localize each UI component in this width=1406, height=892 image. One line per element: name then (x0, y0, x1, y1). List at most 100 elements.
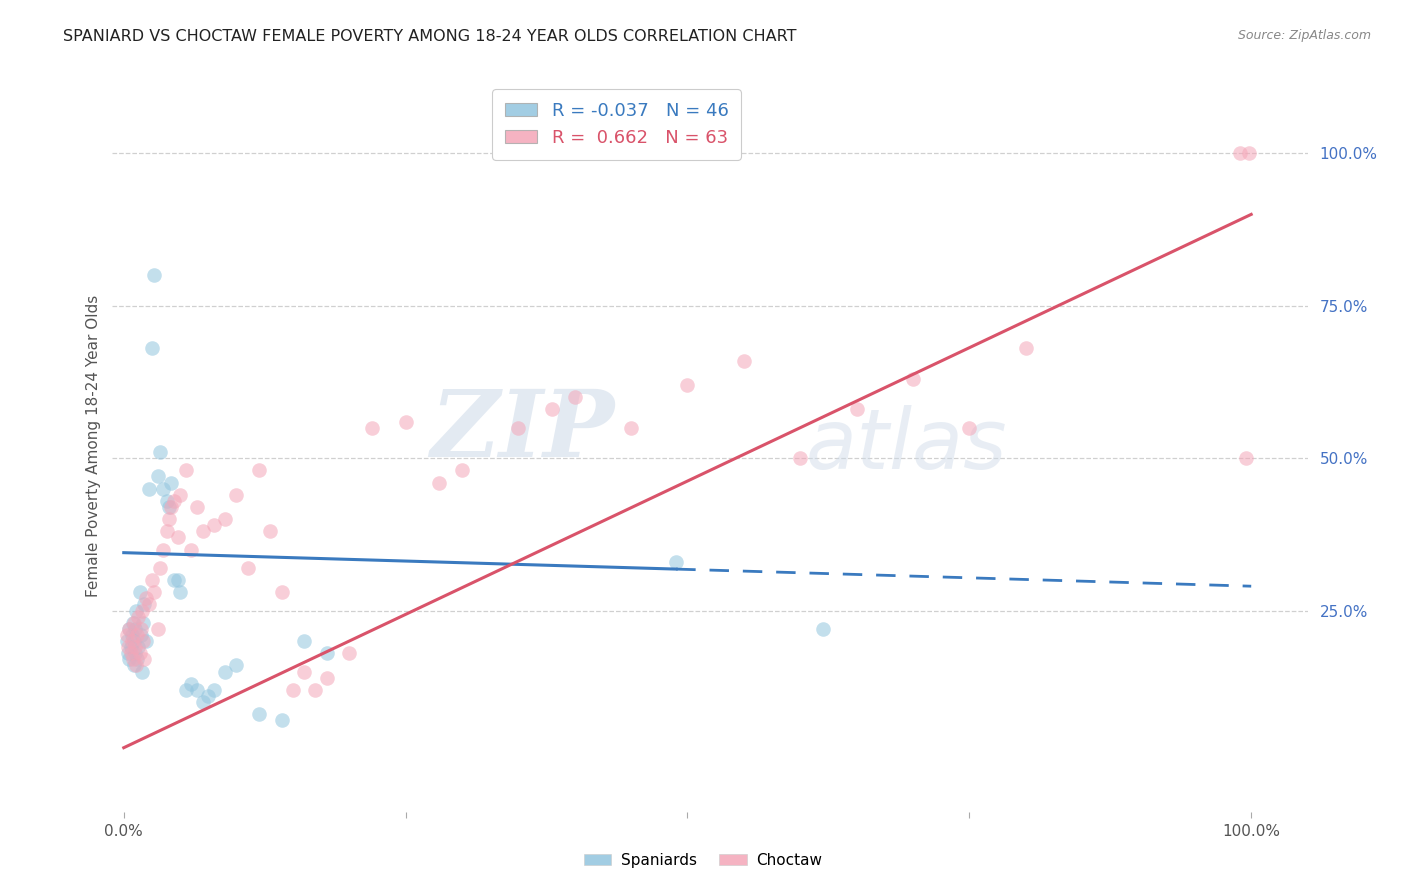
Point (118, 622, 141, 636)
Point (117, 640, 139, 655)
Point (163, 573, 186, 587)
Point (270, 585, 292, 599)
Point (247, 707, 270, 722)
Point (132, 634, 155, 648)
Text: Source: ZipAtlas.com: Source: ZipAtlas.com (1237, 29, 1371, 42)
Point (174, 682, 197, 697)
Point (121, 634, 143, 648)
Point (304, 682, 326, 697)
Point (169, 585, 191, 599)
Point (292, 665, 315, 679)
Point (138, 598, 160, 612)
Point (337, 646, 360, 660)
Point (118, 652, 141, 666)
Point (620, 421, 643, 435)
Point (167, 530, 190, 544)
Point (451, 463, 474, 477)
Point (214, 665, 236, 679)
Point (127, 628, 149, 642)
Point (225, 488, 247, 502)
Point (191, 695, 214, 709)
Point (124, 640, 146, 655)
Point (125, 658, 148, 673)
Point (259, 524, 281, 539)
Point (135, 591, 157, 606)
Point (122, 658, 145, 673)
Point (155, 494, 177, 508)
Point (132, 598, 155, 612)
Point (124, 622, 146, 636)
Point (127, 640, 149, 655)
Point (120, 640, 142, 655)
Point (174, 463, 197, 477)
Point (152, 542, 174, 557)
Point (127, 652, 149, 666)
Point (121, 615, 143, 630)
Point (665, 555, 688, 569)
Point (733, 353, 755, 368)
Point (122, 615, 145, 630)
Point (129, 622, 152, 636)
Point (811, 622, 834, 636)
Point (131, 604, 153, 618)
Point (214, 512, 236, 526)
Point (129, 628, 152, 642)
Point (141, 573, 163, 587)
Point (131, 665, 153, 679)
Point (146, 469, 169, 483)
Point (121, 652, 143, 666)
Point (143, 268, 166, 283)
Point (225, 658, 247, 673)
Point (149, 561, 172, 575)
Point (270, 714, 292, 728)
Point (789, 451, 811, 466)
Point (169, 488, 191, 502)
Point (121, 628, 143, 642)
Point (155, 524, 177, 539)
Point (160, 500, 183, 514)
Point (236, 561, 259, 575)
Point (1237, 146, 1260, 161)
Point (957, 421, 980, 435)
Point (141, 342, 163, 356)
Point (394, 415, 416, 429)
Point (429, 475, 451, 490)
Point (143, 585, 166, 599)
Point (845, 402, 868, 417)
Point (115, 628, 138, 642)
Point (564, 390, 586, 404)
Point (157, 512, 180, 526)
Point (1015, 342, 1038, 356)
Point (138, 482, 160, 496)
Point (281, 682, 304, 697)
Point (157, 500, 180, 514)
Point (541, 402, 564, 417)
Point (186, 682, 208, 697)
Point (128, 585, 150, 599)
Legend: Spaniards, Choctaw: Spaniards, Choctaw (578, 847, 828, 873)
Point (901, 372, 924, 386)
Point (124, 646, 146, 660)
Point (132, 652, 155, 666)
Point (292, 634, 315, 648)
Point (118, 622, 141, 636)
Y-axis label: Female Poverty Among 18-24 Year Olds: Female Poverty Among 18-24 Year Olds (86, 295, 101, 597)
Point (149, 445, 172, 459)
Point (180, 676, 202, 690)
Point (202, 682, 225, 697)
Legend: R = -0.037   N = 46, R =  0.662   N = 63: R = -0.037 N = 46, R = 0.662 N = 63 (492, 89, 741, 160)
Point (160, 475, 183, 490)
Point (163, 494, 186, 508)
Point (1229, 146, 1251, 161)
Text: ZIP: ZIP (430, 386, 614, 476)
Point (135, 634, 157, 648)
Point (676, 378, 699, 392)
Point (146, 622, 169, 636)
Point (202, 518, 225, 533)
Point (315, 671, 337, 685)
Point (132, 615, 155, 630)
Point (125, 604, 148, 618)
Point (117, 646, 139, 660)
Point (115, 634, 138, 648)
Point (152, 482, 174, 496)
